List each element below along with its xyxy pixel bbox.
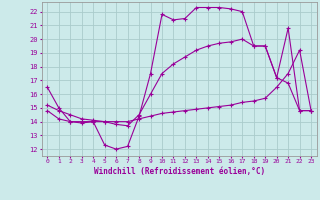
X-axis label: Windchill (Refroidissement éolien,°C): Windchill (Refroidissement éolien,°C) <box>94 167 265 176</box>
